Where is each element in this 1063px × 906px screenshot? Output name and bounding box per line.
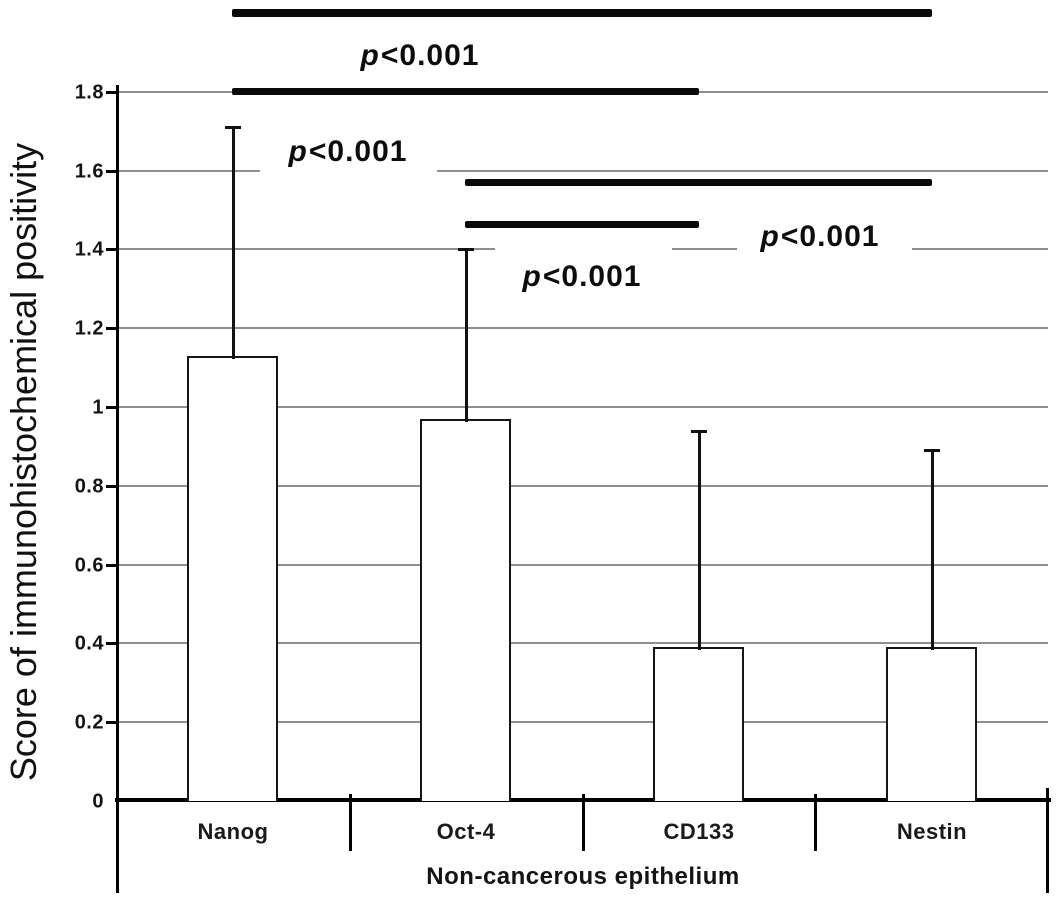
- y-tick-0.6: [106, 564, 118, 567]
- error-bar-cap-cd133: [691, 430, 707, 433]
- x-category-label-nanog: Nanog: [197, 819, 269, 844]
- gridline-1.6: [117, 170, 260, 172]
- x-category-label-cd133: CD133: [663, 819, 735, 844]
- error-bar-oct-4: [465, 249, 468, 422]
- p-italic: p: [360, 39, 380, 72]
- y-tick-label: 0: [92, 790, 104, 813]
- error-bar-nanog: [232, 127, 235, 359]
- gridline-0.8: [117, 485, 1048, 487]
- x-tick-separator: [582, 794, 585, 851]
- x-tick-right-end: [1046, 788, 1049, 893]
- y-tick-label: 1: [92, 396, 104, 419]
- y-tick-1: [106, 406, 118, 409]
- significance-bar-4: [465, 221, 699, 228]
- y-tick-label: 0.4: [74, 632, 104, 655]
- y-tick-label: 1.4: [74, 238, 104, 261]
- y-tick-1.8: [106, 91, 118, 94]
- gridline-1.4: [912, 248, 1048, 250]
- y-tick-label: 0.2: [74, 711, 104, 734]
- x-tick-separator: [814, 794, 817, 851]
- p-italic: p: [288, 135, 308, 168]
- y-tick-1.4: [106, 248, 118, 251]
- gridline-0.2: [117, 721, 1048, 723]
- y-tick-0.8: [106, 485, 118, 488]
- p-italic: p: [760, 220, 780, 253]
- y-tick-1.2: [106, 327, 118, 330]
- significance-bar-1: [232, 9, 932, 17]
- y-tick-label: 0.8: [74, 475, 104, 498]
- gridline-1.6: [437, 170, 1048, 172]
- x-category-label-nestin: Nestin: [896, 819, 968, 844]
- y-tick-0.4: [106, 642, 118, 645]
- p-value-text: <0.001: [308, 135, 408, 168]
- significance-label-3: p<0.001: [761, 220, 880, 254]
- gridline-1.4: [672, 248, 737, 250]
- gridline-1: [117, 406, 1048, 408]
- significance-bar-2: [232, 88, 699, 95]
- p-value-text: <0.001: [780, 220, 880, 253]
- y-tick-label: 0.6: [74, 554, 104, 577]
- significance-label-4: p<0.001: [523, 260, 642, 294]
- gridline-0.6: [117, 564, 1048, 566]
- x-tick-separator: [349, 794, 352, 851]
- y-tick-label: 1.6: [74, 160, 104, 183]
- gridline-0.4: [117, 642, 1048, 644]
- p-italic: p: [522, 260, 542, 293]
- error-bar-cd133: [698, 431, 701, 650]
- error-bar-nestin: [931, 450, 934, 650]
- y-tick-0.2: [106, 721, 118, 724]
- bar-cd133: [653, 647, 744, 801]
- error-bar-cap-nestin: [924, 449, 940, 452]
- x-category-label-oct-4: Oct-4: [436, 819, 496, 844]
- gridline-1.2: [117, 327, 1048, 329]
- significance-bar-3: [465, 179, 932, 186]
- bar-nestin: [886, 647, 977, 801]
- significance-label-1: p<0.001: [361, 39, 480, 73]
- p-value-text: <0.001: [542, 260, 642, 293]
- y-axis-line: [116, 85, 119, 893]
- significance-label-2: p<0.001: [289, 135, 408, 169]
- bar-oct-4: [420, 419, 511, 801]
- bar-nanog: [187, 356, 278, 801]
- y-tick-1.6: [106, 170, 118, 173]
- y-tick-label: 1.2: [74, 317, 104, 340]
- x-axis-group-label: Non-cancerous epithelium: [426, 863, 740, 890]
- error-bar-cap-nanog: [225, 126, 241, 129]
- error-bar-cap-oct-4: [458, 248, 474, 251]
- p-value-text: <0.001: [380, 39, 480, 72]
- y-tick-label: 1.8: [74, 81, 104, 104]
- gridline-1.4: [117, 248, 495, 250]
